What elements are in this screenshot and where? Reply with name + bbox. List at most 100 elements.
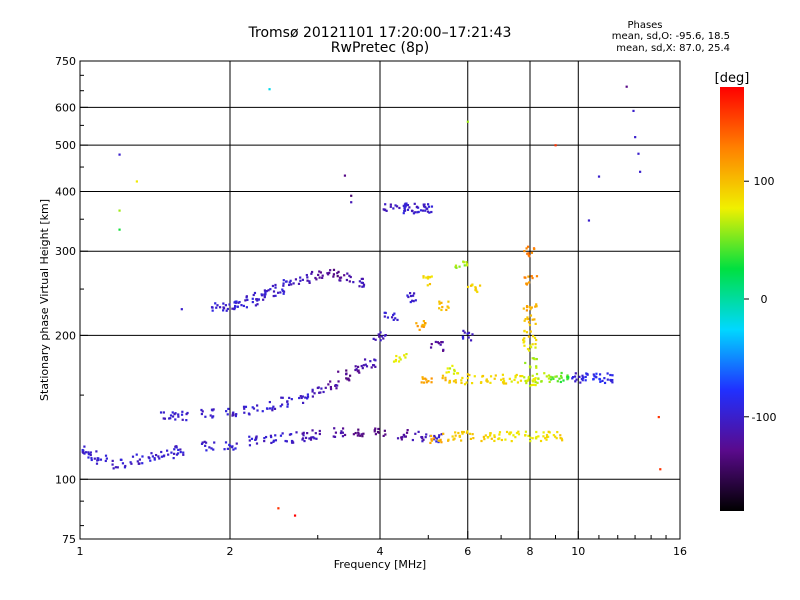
data-point	[432, 437, 435, 440]
data-point	[542, 435, 545, 438]
data-point	[545, 433, 549, 437]
data-point	[256, 404, 259, 407]
data-point	[425, 276, 428, 279]
data-point	[224, 304, 228, 307]
data-point	[528, 349, 531, 352]
data-point	[260, 293, 263, 296]
data-point	[535, 338, 538, 342]
data-point	[265, 289, 268, 293]
data-point	[422, 275, 425, 278]
data-point	[530, 251, 534, 254]
data-point	[403, 203, 407, 206]
data-point	[373, 430, 376, 433]
data-point	[401, 435, 404, 439]
data-point	[528, 323, 532, 327]
data-point	[556, 380, 559, 383]
data-point	[489, 381, 492, 384]
data-point	[362, 432, 365, 435]
data-point	[123, 466, 127, 469]
data-point	[451, 435, 454, 438]
data-point	[284, 439, 287, 443]
data-point	[352, 433, 355, 436]
data-point	[411, 299, 414, 302]
data-point	[290, 398, 293, 401]
data-point	[544, 437, 547, 440]
data-point	[201, 441, 204, 444]
data-point	[489, 375, 493, 378]
data-point	[403, 209, 407, 212]
data-point	[525, 381, 528, 385]
data-point	[575, 378, 578, 381]
data-point	[534, 342, 537, 346]
data-point	[136, 460, 139, 463]
data-point	[173, 448, 176, 451]
data-point	[445, 308, 448, 312]
data-point	[309, 438, 313, 441]
data-point	[582, 376, 585, 379]
data-point	[374, 365, 377, 368]
data-point	[357, 431, 360, 434]
data-point	[430, 439, 433, 442]
data-point	[427, 275, 430, 278]
data-point	[502, 379, 506, 383]
data-point	[571, 376, 575, 379]
data-point	[547, 374, 551, 377]
data-point	[524, 434, 527, 437]
data-point	[448, 379, 451, 382]
data-point	[379, 339, 382, 342]
data-point	[461, 376, 464, 380]
data-point	[360, 277, 363, 281]
data-point	[436, 341, 440, 344]
data-point	[559, 434, 562, 437]
data-point	[597, 175, 601, 178]
x-tick-label: 1	[77, 545, 84, 558]
data-point	[527, 252, 530, 255]
data-point	[374, 427, 377, 430]
data-point	[329, 380, 332, 383]
data-point	[354, 365, 357, 368]
data-point	[81, 451, 85, 454]
data-point	[430, 377, 433, 380]
data-point	[157, 455, 160, 458]
data-point	[308, 280, 311, 283]
data-point	[182, 453, 185, 456]
data-point	[245, 295, 248, 298]
data-point	[452, 380, 456, 383]
data-point	[439, 438, 442, 441]
data-point	[500, 438, 503, 442]
data-point	[441, 305, 444, 309]
data-point	[467, 331, 471, 334]
data-point	[306, 395, 310, 398]
data-point	[174, 412, 177, 415]
data-point	[282, 289, 285, 293]
data-point	[322, 390, 325, 394]
data-point	[398, 206, 401, 210]
data-point	[147, 456, 150, 459]
data-point	[93, 457, 96, 460]
chart-title: Tromsø 20121101 17:20:00–17:21:43	[248, 25, 512, 41]
data-point	[182, 451, 185, 454]
data-point	[87, 451, 90, 454]
data-point	[87, 456, 90, 459]
data-point	[423, 321, 427, 325]
data-point	[358, 285, 361, 288]
data-point	[290, 441, 294, 444]
data-point	[168, 417, 171, 420]
data-point	[119, 458, 122, 461]
data-point	[526, 316, 529, 319]
data-point	[592, 378, 595, 381]
x-axis-label: Frequency [MHz]	[334, 558, 426, 571]
data-point	[517, 433, 521, 436]
data-point	[405, 203, 408, 206]
data-point	[510, 439, 513, 443]
data-point	[430, 205, 434, 208]
data-point	[350, 201, 353, 204]
x-tick-label: 6	[464, 545, 471, 558]
data-point	[287, 283, 291, 287]
data-point	[357, 428, 360, 431]
data-point	[441, 377, 444, 380]
data-point	[632, 109, 635, 113]
data-point	[430, 210, 433, 214]
data-point	[301, 432, 304, 435]
